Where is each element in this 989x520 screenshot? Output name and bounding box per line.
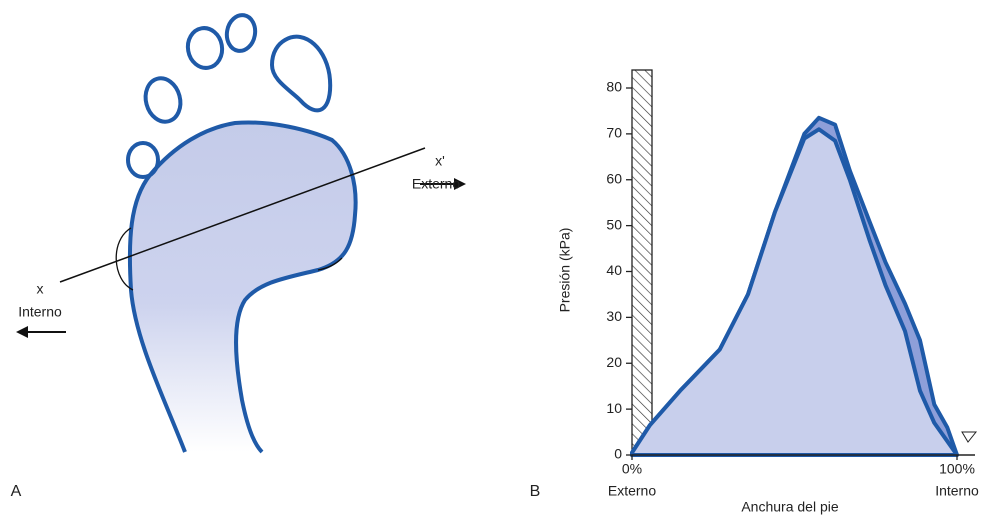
foot bbox=[128, 13, 356, 452]
y-tick-label: 50 bbox=[606, 216, 622, 232]
axis-label: x bbox=[37, 281, 44, 297]
y-tick-label: 40 bbox=[606, 262, 622, 278]
panel-label: B bbox=[530, 483, 541, 500]
figure: x Interno x' Externo A B Presión (kPa) A… bbox=[0, 0, 989, 520]
side-label: Interno bbox=[18, 304, 62, 320]
x-tick-label: 0% bbox=[622, 461, 642, 477]
x-tick-label: 100% bbox=[939, 461, 975, 477]
y-tick-label: 20 bbox=[606, 354, 622, 370]
panel-label: A bbox=[11, 483, 22, 500]
side-label: Externo bbox=[412, 176, 460, 192]
y-tick-label: 10 bbox=[606, 400, 622, 416]
y-tick-label: 30 bbox=[606, 308, 622, 324]
y-tick-label: 80 bbox=[606, 79, 622, 95]
plot bbox=[632, 118, 957, 455]
end-marker bbox=[962, 432, 976, 442]
x-end-label: Interno bbox=[935, 483, 979, 499]
page: x Interno x' Externo A B Presión (kPa) A… bbox=[0, 0, 989, 520]
wall bbox=[632, 70, 652, 455]
x-axis-label: Anchura del pie bbox=[741, 499, 839, 515]
x-end-label: Externo bbox=[608, 483, 656, 499]
y-axis-label: Presión (kPa) bbox=[557, 228, 573, 313]
y-tick-label: 70 bbox=[606, 125, 622, 141]
y-tick-label: 0 bbox=[614, 446, 622, 462]
area bbox=[632, 129, 957, 455]
axis-label: x' bbox=[435, 153, 445, 169]
y-tick-label: 60 bbox=[606, 170, 622, 186]
